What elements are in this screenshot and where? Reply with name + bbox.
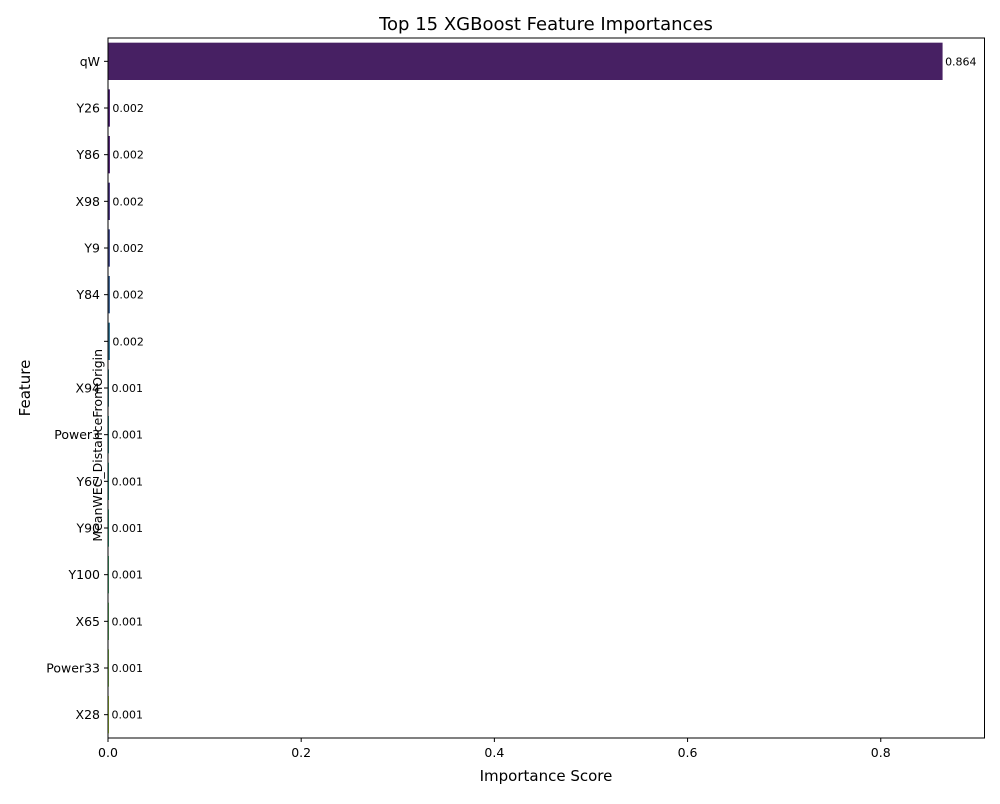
y-tick-label: Y67 [75, 474, 100, 489]
x-tick-label: 0.4 [484, 745, 504, 760]
bar-value-label: 0.001 [111, 569, 142, 582]
y-axis-label: Feature [16, 360, 34, 417]
y-tick-label: Y86 [75, 147, 100, 162]
x-tick-label: 0.6 [678, 745, 698, 760]
y-tick-label: Y26 [75, 101, 100, 116]
y-tick-label: Y100 [68, 567, 101, 582]
x-ticks-layer: 0.0 0.2 0.4 0.6 0.8 [98, 738, 891, 760]
y-tick-label: X94 [76, 381, 101, 396]
bar-value-label: 0.001 [111, 615, 142, 628]
bar-value-label: 0.002 [112, 289, 143, 302]
bar-value-label: 0.002 [112, 335, 143, 348]
bar [108, 42, 943, 80]
x-tick-label: 0.8 [871, 745, 891, 760]
y-tick-label: Y90 [75, 521, 100, 536]
y-tick-label: X28 [76, 707, 101, 722]
bar-value-label: 0.002 [112, 149, 143, 162]
bar [108, 322, 110, 360]
bar [108, 182, 110, 220]
bar-value-label: 0.001 [111, 522, 142, 535]
y-tick-label: qW [80, 54, 100, 69]
bars-layer [108, 42, 943, 734]
bar-value-label: 0.002 [112, 195, 143, 208]
y-tick-label: Power33 [46, 661, 100, 676]
bar-value-label: 0.002 [112, 242, 143, 255]
x-axis-label: Importance Score [480, 767, 613, 785]
y-tick-label: Power3 [54, 427, 100, 442]
bar-value-label: 0.001 [111, 429, 142, 442]
bar [108, 89, 110, 127]
value-labels-layer: 0.864 0.002 0.002 0.002 0.002 0.002 0.002 0.001… [111, 55, 976, 721]
bar-value-label: 0.001 [111, 709, 142, 722]
y-tick-label: X65 [76, 614, 100, 629]
bar-value-label: 0.001 [111, 662, 142, 675]
bar-value-label: 0.002 [112, 102, 143, 115]
bar-value-label: 0.864 [945, 55, 977, 68]
y-tick-label: Y9 [83, 241, 100, 256]
x-tick-label: 0.2 [291, 745, 311, 760]
y-ticks-layer: qW Y26 Y86 X98 Y9 Y84 MeanWEC_DistanceFromOrig… [46, 54, 108, 722]
y-tick-label: MeanWEC_DistanceFromOrigin [90, 349, 105, 542]
chart-title: Top 15 XGBoost Feature Importances [378, 14, 713, 35]
plot-frame [107, 37, 985, 739]
bar-value-label: 0.001 [111, 382, 142, 395]
bar [108, 136, 110, 174]
bar [108, 276, 110, 314]
bar-value-label: 0.001 [111, 475, 142, 488]
bar [108, 229, 110, 267]
x-tick-label: 0.0 [98, 745, 118, 760]
y-tick-label: Y84 [75, 287, 100, 302]
y-tick-label: X98 [76, 194, 101, 209]
